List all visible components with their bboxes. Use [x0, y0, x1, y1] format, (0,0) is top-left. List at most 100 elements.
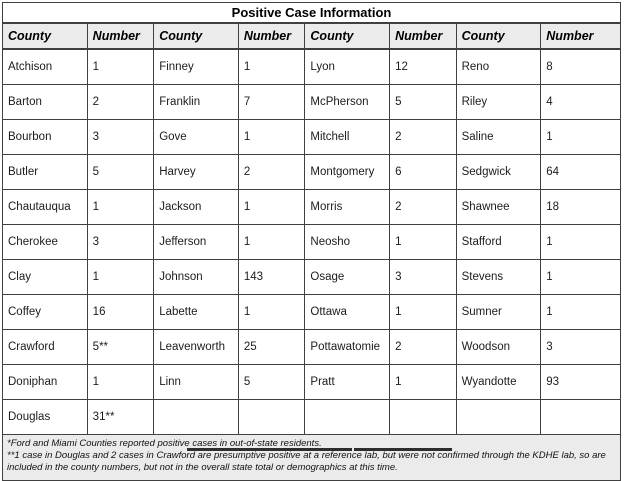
county-cell: Wyandotte	[455, 364, 542, 400]
number-cell: 2	[237, 154, 306, 190]
number-cell: 1	[86, 48, 155, 85]
number-cell: 1	[86, 364, 155, 400]
county-cell	[455, 399, 542, 435]
table-row: Chautauqua 1 Jackson 1 Morris 2 Shawnee 18	[2, 189, 621, 225]
column-header-row: County Number County Number County Numbe…	[2, 22, 621, 50]
column-header-number-2: Number	[237, 22, 306, 50]
number-cell: 3	[86, 224, 155, 260]
number-cell: 12	[389, 48, 457, 85]
footnote-presumptive: **1 case in Douglas and 2 cases in Crawf…	[7, 450, 606, 473]
county-cell: Morris	[304, 189, 391, 225]
county-cell: Leavenworth	[153, 329, 239, 365]
county-cell: Douglas	[2, 399, 88, 435]
county-cell: Johnson	[153, 259, 239, 295]
column-header-county-3: County	[304, 22, 391, 50]
county-cell: Sedgwick	[455, 154, 542, 190]
table-row: Atchison 1 Finney 1 Lyon 12 Reno 8	[2, 48, 621, 85]
county-cell: Crawford	[2, 329, 88, 365]
number-cell: 1	[237, 189, 306, 225]
footnote-row: *Ford and Miami Counties reported positi…	[2, 434, 621, 481]
number-cell: 2	[389, 329, 457, 365]
number-cell: 5	[86, 154, 155, 190]
table-row: Bourbon 3 Gove 1 Mitchell 2 Saline 1	[2, 119, 621, 155]
number-cell: 1	[86, 189, 155, 225]
number-cell: 2	[389, 119, 457, 155]
county-cell: McPherson	[304, 84, 391, 120]
number-cell: 93	[540, 364, 621, 400]
number-cell: 7	[237, 84, 306, 120]
table-row: Coffey 16 Labette 1 Ottawa 1 Sumner 1	[2, 294, 621, 330]
table-title-row: Positive Case Information	[2, 2, 621, 24]
number-cell: 2	[389, 189, 457, 225]
number-cell	[237, 399, 306, 435]
county-cell: Pottawatomie	[304, 329, 391, 365]
county-cell: Montgomery	[304, 154, 391, 190]
table-row: Douglas 31**	[2, 399, 621, 435]
number-cell: 5**	[86, 329, 155, 365]
county-cell: Chautauqua	[2, 189, 88, 225]
county-cell: Gove	[153, 119, 239, 155]
county-cell: Barton	[2, 84, 88, 120]
table-row: Barton 2 Franklin 7 McPherson 5 Riley 4	[2, 84, 621, 120]
column-header-county-2: County	[153, 22, 239, 50]
table-row: Crawford 5** Leavenworth 25 Pottawatomie 2 Woo…	[2, 329, 621, 365]
number-cell: 4	[540, 84, 621, 120]
table-title: Positive Case Information	[2, 2, 621, 24]
county-cell: Jefferson	[153, 224, 239, 260]
number-cell: 1	[389, 224, 457, 260]
county-cell: Osage	[304, 259, 391, 295]
footnote-out-of-state: *Ford and Miami Counties reported positi…	[7, 438, 322, 449]
column-header-number-1: Number	[86, 22, 155, 50]
county-cell: Sumner	[455, 294, 542, 330]
county-cell: Shawnee	[455, 189, 542, 225]
county-cell: Neosho	[304, 224, 391, 260]
footnote-cell: *Ford and Miami Counties reported positi…	[2, 434, 621, 481]
county-cell: Saline	[455, 119, 542, 155]
county-cell: Riley	[455, 84, 542, 120]
county-cell: Ottawa	[304, 294, 391, 330]
county-cell: Pratt	[304, 364, 391, 400]
county-cell: Mitchell	[304, 119, 391, 155]
number-cell: 1	[389, 364, 457, 400]
number-cell: 5	[237, 364, 306, 400]
number-cell	[540, 399, 621, 435]
number-cell: 143	[237, 259, 306, 295]
number-cell: 1	[237, 48, 306, 85]
table-row: Cherokee 3 Jefferson 1 Neosho 1 Stafford 1	[2, 224, 621, 260]
number-cell: 1	[237, 294, 306, 330]
county-cell: Clay	[2, 259, 88, 295]
county-cell: Atchison	[2, 48, 88, 85]
column-header-county-1: County	[2, 22, 88, 50]
county-cell: Bourbon	[2, 119, 88, 155]
number-cell: 18	[540, 189, 621, 225]
county-cell	[153, 399, 239, 435]
number-cell: 3	[86, 119, 155, 155]
number-cell: 1	[540, 224, 621, 260]
table-body: Atchison 1 Finney 1 Lyon 12 Reno 8 Barton 2 Frankl…	[2, 48, 621, 435]
county-cell: Harvey	[153, 154, 239, 190]
number-cell	[389, 399, 457, 435]
county-cell: Stafford	[455, 224, 542, 260]
next-table-top-border-right	[354, 448, 452, 451]
number-cell: 1	[540, 119, 621, 155]
number-cell: 8	[540, 48, 621, 85]
county-cell: Coffey	[2, 294, 88, 330]
table-row: Butler 5 Harvey 2 Montgomery 6 Sedgwick 64	[2, 154, 621, 190]
number-cell: 31**	[86, 399, 155, 435]
county-cell: Doniphan	[2, 364, 88, 400]
number-cell: 1	[237, 119, 306, 155]
number-cell: 1	[237, 224, 306, 260]
number-cell: 1	[540, 259, 621, 295]
table-row: Doniphan 1 Linn 5 Pratt 1 Wyandotte 93	[2, 364, 621, 400]
county-cell: Linn	[153, 364, 239, 400]
number-cell: 5	[389, 84, 457, 120]
county-cell: Reno	[455, 48, 542, 85]
county-cell: Cherokee	[2, 224, 88, 260]
column-header-county-4: County	[455, 22, 542, 50]
county-cell: Jackson	[153, 189, 239, 225]
number-cell: 6	[389, 154, 457, 190]
county-cell	[304, 399, 391, 435]
county-cell: Stevens	[455, 259, 542, 295]
